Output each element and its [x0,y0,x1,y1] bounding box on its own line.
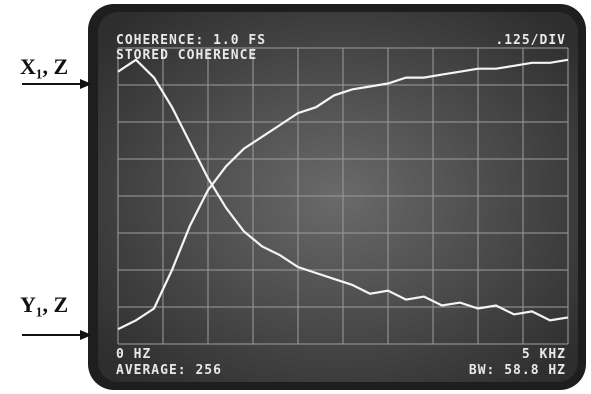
series-label: X₁, Z [20,54,68,79]
side-labels: X₁, Z Y₁, Z [20,54,92,340]
screen-scale: .125/DIV [495,33,566,48]
bandwidth-label: BW: 58.8 HZ [469,363,566,378]
grid [117,47,569,345]
data-line [117,58,569,331]
screen [98,12,578,382]
series-label: Y₁, Z [20,292,68,317]
screen-subtitle: STORED COHERENCE [116,48,257,63]
x-end-label: 5 KHZ [522,347,566,362]
x-start-label: 0 HZ [116,347,151,362]
arrow-head [80,330,92,340]
arrow-head [80,79,92,89]
average-label: AVERAGE: 256 [116,363,222,378]
screen-title: COHERENCE: 1.0 FS [116,33,266,48]
data-line [117,58,569,322]
